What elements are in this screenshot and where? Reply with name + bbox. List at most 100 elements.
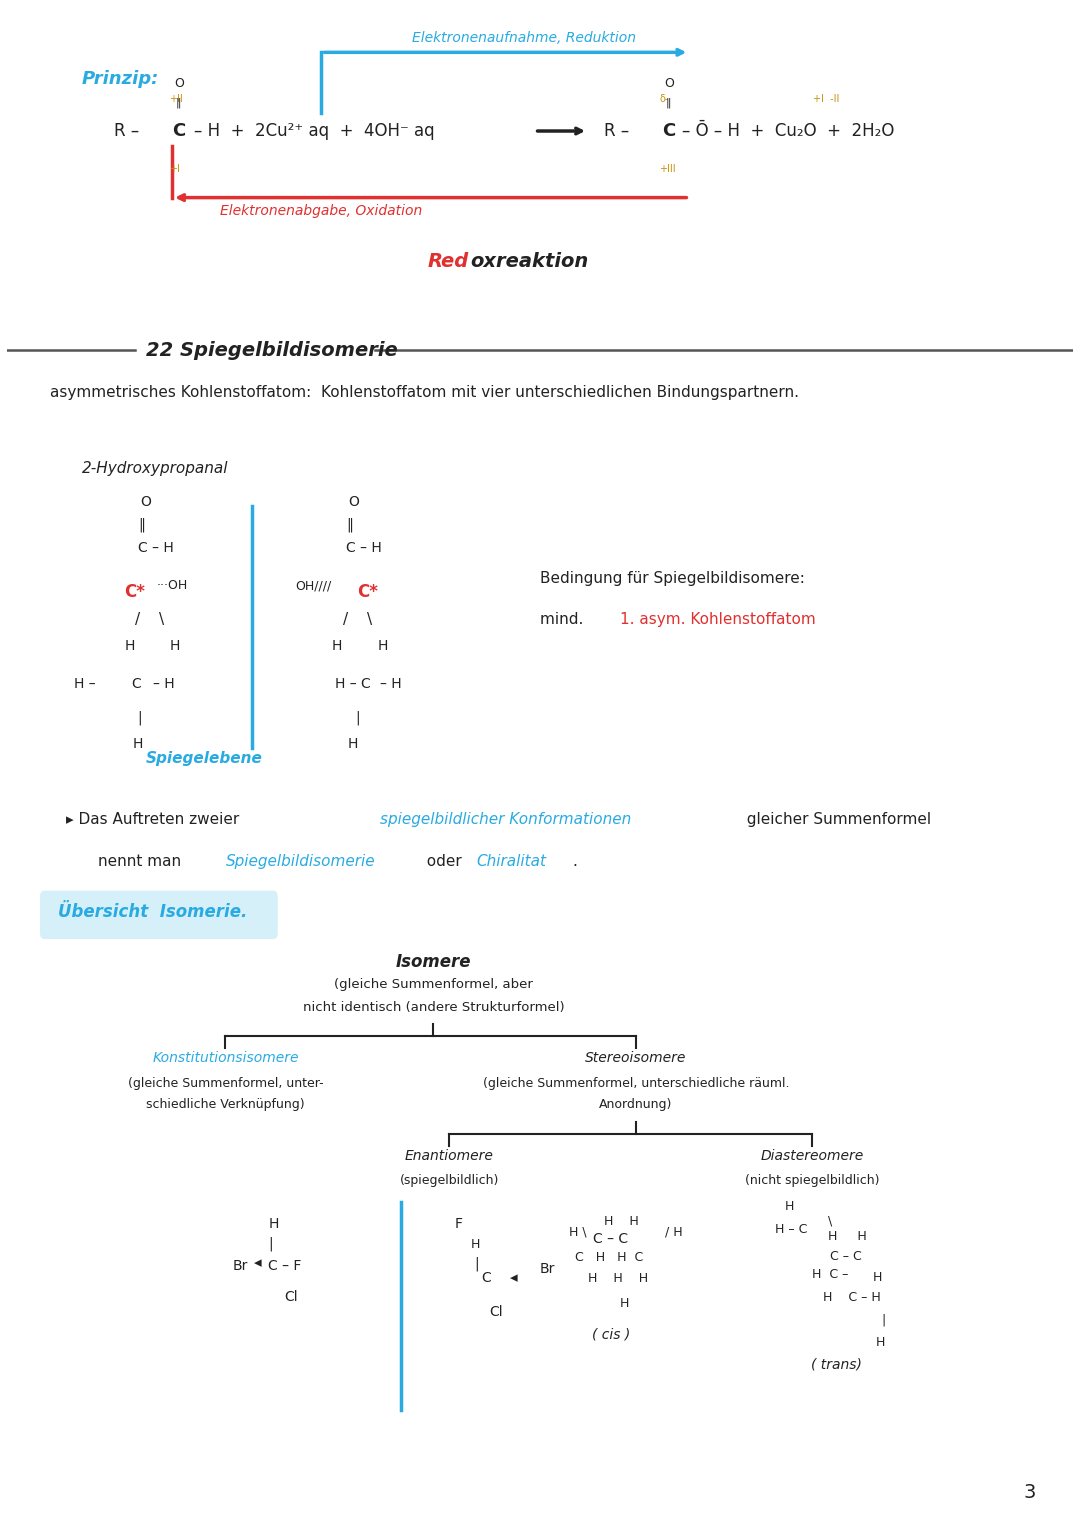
Text: spiegelbildlicher Konformationen: spiegelbildlicher Konformationen — [380, 812, 632, 828]
Text: C – H: C – H — [346, 541, 381, 554]
Text: C: C — [172, 122, 186, 140]
Text: 22 Spiegelbildisomerie: 22 Spiegelbildisomerie — [146, 341, 397, 360]
Text: ( cis ): ( cis ) — [592, 1327, 631, 1342]
Text: Bedingung für Spiegelbildisomere:: Bedingung für Spiegelbildisomere: — [540, 571, 805, 586]
Text: H – C: H – C — [335, 676, 372, 690]
Text: ▸ Das Auftreten zweier: ▸ Das Auftreten zweier — [66, 812, 248, 828]
Text: Cl: Cl — [489, 1304, 502, 1319]
Text: (gleiche Summenformel, unter-: (gleiche Summenformel, unter- — [127, 1077, 323, 1090]
Text: Chiralitat: Chiralitat — [476, 854, 546, 869]
Text: (spiegelbildlich): (spiegelbildlich) — [400, 1174, 499, 1186]
Text: .: . — [572, 854, 577, 869]
Text: ◂: ◂ — [510, 1270, 517, 1286]
Text: H: H — [133, 738, 144, 751]
Text: nennt man: nennt man — [97, 854, 190, 869]
Text: H    H    H: H H H — [588, 1272, 648, 1286]
Text: H: H — [471, 1238, 481, 1251]
Text: asymmetrisches Kohlenstoffatom:  Kohlenstoffatom mit vier unterschiedlichen Bind: asymmetrisches Kohlenstoffatom: Kohlenst… — [50, 385, 798, 400]
Text: Diastereomere: Diastereomere — [760, 1150, 864, 1164]
Text: R –: R – — [113, 122, 139, 140]
Text: oxreaktion: oxreaktion — [471, 252, 589, 272]
Text: 3: 3 — [1024, 1483, 1036, 1503]
Text: O: O — [664, 78, 675, 90]
Text: Spiegelebene: Spiegelebene — [146, 751, 262, 767]
Text: C*: C* — [356, 583, 378, 602]
Text: H: H — [620, 1296, 630, 1310]
Text: – H: – H — [153, 676, 175, 690]
Text: Stereoisomere: Stereoisomere — [585, 1051, 687, 1064]
Text: C – C: C – C — [831, 1249, 862, 1263]
Text: /: / — [342, 612, 348, 628]
Text: gleicher Summenformel: gleicher Summenformel — [738, 812, 931, 828]
Text: |: | — [268, 1237, 272, 1251]
Text: H: H — [378, 638, 389, 654]
Text: ···OH: ···OH — [157, 579, 188, 592]
Text: Elektronenabgabe, Oxidation: Elektronenabgabe, Oxidation — [220, 203, 422, 218]
Text: ‖: ‖ — [138, 518, 145, 531]
Text: oder: oder — [417, 854, 472, 869]
Text: |: | — [474, 1257, 478, 1270]
Text: \: \ — [367, 612, 373, 628]
Text: (gleiche Summenformel, unterschiedliche räuml.: (gleiche Summenformel, unterschiedliche … — [483, 1077, 789, 1090]
Text: +I: +I — [168, 165, 180, 174]
Text: H: H — [170, 638, 180, 654]
Text: Isomere: Isomere — [395, 953, 471, 971]
Text: Br: Br — [233, 1260, 248, 1274]
Text: mind.: mind. — [540, 612, 593, 628]
Text: Br: Br — [540, 1263, 555, 1277]
Text: C: C — [482, 1272, 491, 1286]
Text: nicht identisch (andere Strukturformel): nicht identisch (andere Strukturformel) — [302, 1002, 564, 1014]
Text: Red: Red — [428, 252, 470, 272]
Text: C   H   H  C: C H H C — [576, 1251, 644, 1264]
Text: H  C –: H C – — [812, 1267, 848, 1281]
Text: +I  -II: +I -II — [813, 93, 839, 104]
Text: H \: H \ — [569, 1226, 586, 1238]
Text: |: | — [355, 710, 361, 725]
Text: C – C: C – C — [593, 1232, 629, 1246]
Text: – Ō – H  +  Cu₂O  +  2H₂O: – Ō – H + Cu₂O + 2H₂O — [681, 122, 894, 140]
Text: ‖: ‖ — [346, 518, 353, 531]
Text: C: C — [663, 122, 676, 140]
Text: H – C: H – C — [774, 1223, 807, 1235]
Text: Enantiomere: Enantiomere — [405, 1150, 494, 1164]
Text: OH////: OH//// — [295, 579, 332, 592]
Text: R –: R – — [604, 122, 630, 140]
Text: 2-Hydroxypropanal: 2-Hydroxypropanal — [82, 461, 228, 476]
Text: +III: +III — [660, 165, 676, 174]
Text: +II: +II — [168, 93, 183, 104]
Text: F: F — [455, 1217, 462, 1231]
Text: – H: – H — [380, 676, 402, 690]
Text: / H: / H — [664, 1226, 683, 1238]
Text: H –: H – — [75, 676, 96, 690]
Text: C – H: C – H — [138, 541, 174, 554]
Text: |: | — [881, 1313, 886, 1327]
Text: Cl: Cl — [284, 1290, 298, 1304]
Text: O: O — [174, 78, 185, 90]
Text: C – F: C – F — [268, 1260, 301, 1274]
Text: Übersicht  Isomerie.: Übersicht Isomerie. — [58, 902, 247, 921]
Text: Konstitutionsisomere: Konstitutionsisomere — [152, 1051, 299, 1064]
Text: schiedliche Verknüpfung): schiedliche Verknüpfung) — [146, 1098, 305, 1112]
Text: H: H — [348, 738, 359, 751]
Text: ‖: ‖ — [665, 98, 672, 108]
Text: 1. asym. Kohlenstoffatom: 1. asym. Kohlenstoffatom — [620, 612, 815, 628]
Text: ( trans): ( trans) — [811, 1358, 862, 1371]
Text: O: O — [348, 495, 359, 510]
Text: \: \ — [160, 612, 164, 628]
Text: /: / — [135, 612, 140, 628]
Text: |: | — [137, 710, 141, 725]
Text: H: H — [268, 1217, 279, 1231]
Text: H: H — [124, 638, 135, 654]
Text: ‖: ‖ — [175, 98, 180, 108]
Text: C*: C* — [124, 583, 145, 602]
Text: H: H — [873, 1270, 882, 1284]
Text: H: H — [876, 1336, 886, 1348]
Text: (nicht spiegelbildlich): (nicht spiegelbildlich) — [744, 1174, 879, 1186]
Text: Prinzip:: Prinzip: — [82, 70, 159, 89]
FancyBboxPatch shape — [40, 890, 278, 939]
Text: H     H: H H — [828, 1231, 866, 1243]
Text: H    H: H H — [604, 1215, 638, 1228]
Text: ◂: ◂ — [254, 1255, 262, 1270]
Text: Anordnung): Anordnung) — [599, 1098, 673, 1112]
Text: – H  +  2Cu²⁺ aq  +  4OH⁻ aq: – H + 2Cu²⁺ aq + 4OH⁻ aq — [193, 122, 434, 140]
